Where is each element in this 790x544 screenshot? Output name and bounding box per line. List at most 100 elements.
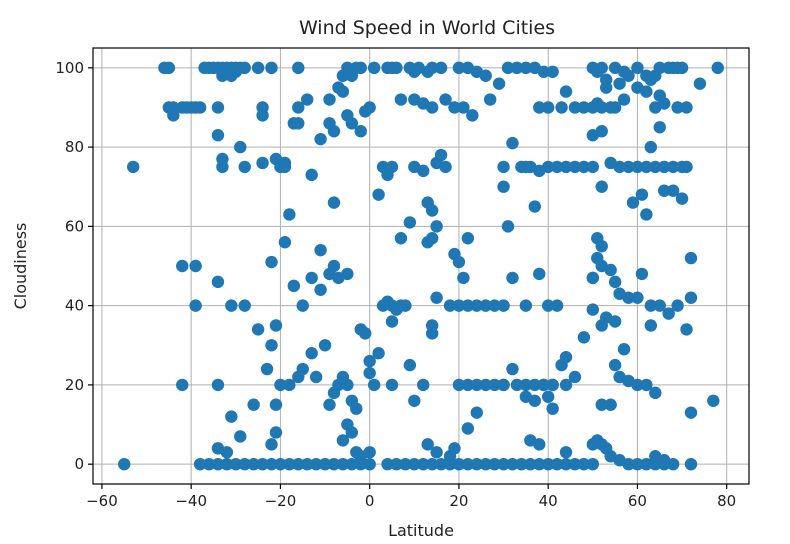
data-point bbox=[680, 323, 692, 335]
data-point bbox=[421, 236, 433, 248]
data-point bbox=[654, 121, 666, 133]
y-tick-label: 0 bbox=[74, 455, 84, 473]
data-point bbox=[430, 220, 442, 232]
data-point bbox=[529, 200, 541, 212]
data-point bbox=[176, 260, 188, 272]
data-point bbox=[466, 109, 478, 121]
data-point bbox=[239, 62, 251, 74]
data-point bbox=[707, 395, 719, 407]
data-point bbox=[676, 62, 688, 74]
data-point bbox=[640, 208, 652, 220]
data-point bbox=[457, 272, 469, 284]
data-point bbox=[631, 292, 643, 304]
data-point bbox=[270, 399, 282, 411]
data-point bbox=[225, 70, 237, 82]
y-tick-label: 20 bbox=[65, 376, 84, 394]
data-point bbox=[363, 367, 375, 379]
data-point bbox=[546, 402, 558, 414]
data-point bbox=[189, 260, 201, 272]
data-point bbox=[502, 220, 514, 232]
y-axis-label: Cloudiness bbox=[11, 223, 30, 310]
data-point bbox=[649, 387, 661, 399]
y-tick-label: 80 bbox=[65, 138, 84, 156]
data-point bbox=[435, 149, 447, 161]
data-point bbox=[636, 188, 648, 200]
data-point bbox=[520, 161, 532, 173]
data-point bbox=[314, 133, 326, 145]
data-point bbox=[355, 125, 367, 137]
y-tick-label: 100 bbox=[55, 59, 84, 77]
data-point bbox=[506, 137, 518, 149]
data-point bbox=[426, 204, 438, 216]
data-point bbox=[189, 299, 201, 311]
data-point bbox=[533, 101, 545, 113]
data-point bbox=[560, 446, 572, 458]
data-point bbox=[453, 256, 465, 268]
data-point bbox=[359, 327, 371, 339]
data-point bbox=[658, 454, 670, 466]
data-point bbox=[239, 161, 251, 173]
data-point bbox=[256, 109, 268, 121]
data-point bbox=[417, 165, 429, 177]
data-point bbox=[676, 192, 688, 204]
data-point bbox=[497, 379, 509, 391]
data-point bbox=[439, 161, 451, 173]
x-tick-label: 80 bbox=[717, 492, 736, 510]
data-point bbox=[265, 62, 277, 74]
data-point bbox=[569, 371, 581, 383]
data-point bbox=[680, 101, 692, 113]
points-layer bbox=[118, 62, 724, 471]
data-point bbox=[529, 395, 541, 407]
data-point bbox=[658, 97, 670, 109]
data-point bbox=[390, 62, 402, 74]
data-point bbox=[346, 426, 358, 438]
data-point bbox=[493, 77, 505, 89]
data-point bbox=[555, 101, 567, 113]
data-point bbox=[319, 339, 331, 351]
data-point bbox=[386, 161, 398, 173]
data-point bbox=[305, 347, 317, 359]
data-point bbox=[363, 458, 375, 470]
data-point bbox=[386, 315, 398, 327]
data-point bbox=[542, 391, 554, 403]
data-point bbox=[368, 62, 380, 74]
data-point bbox=[640, 85, 652, 97]
data-point bbox=[247, 399, 259, 411]
x-axis-label: Latitude bbox=[388, 521, 454, 540]
data-point bbox=[462, 232, 474, 244]
data-point bbox=[587, 303, 599, 315]
data-point bbox=[252, 323, 264, 335]
data-point bbox=[506, 272, 518, 284]
data-point bbox=[596, 181, 608, 193]
x-tick-label: 40 bbox=[539, 492, 558, 510]
data-point bbox=[297, 299, 309, 311]
data-point bbox=[363, 101, 375, 113]
x-tick-label: −40 bbox=[175, 492, 207, 510]
data-point bbox=[323, 399, 335, 411]
data-point bbox=[712, 62, 724, 74]
data-point bbox=[685, 292, 697, 304]
data-point bbox=[426, 101, 438, 113]
data-point bbox=[520, 299, 532, 311]
data-point bbox=[176, 379, 188, 391]
data-point bbox=[480, 70, 492, 82]
data-point bbox=[270, 426, 282, 438]
data-point bbox=[591, 97, 603, 109]
data-point bbox=[399, 299, 411, 311]
data-point bbox=[265, 256, 277, 268]
data-point bbox=[694, 77, 706, 89]
data-point bbox=[408, 395, 420, 407]
data-point bbox=[386, 379, 398, 391]
data-point bbox=[310, 371, 322, 383]
data-point bbox=[279, 157, 291, 169]
data-point bbox=[636, 268, 648, 280]
data-point bbox=[239, 299, 251, 311]
ticks-layer: −60 −40 −20 0 20 40 60 80020406080100 bbox=[55, 59, 736, 510]
data-point bbox=[587, 272, 599, 284]
data-point bbox=[341, 268, 353, 280]
data-point bbox=[404, 359, 416, 371]
data-point bbox=[328, 260, 340, 272]
data-point bbox=[212, 101, 224, 113]
data-point bbox=[618, 343, 630, 355]
data-point bbox=[546, 379, 558, 391]
